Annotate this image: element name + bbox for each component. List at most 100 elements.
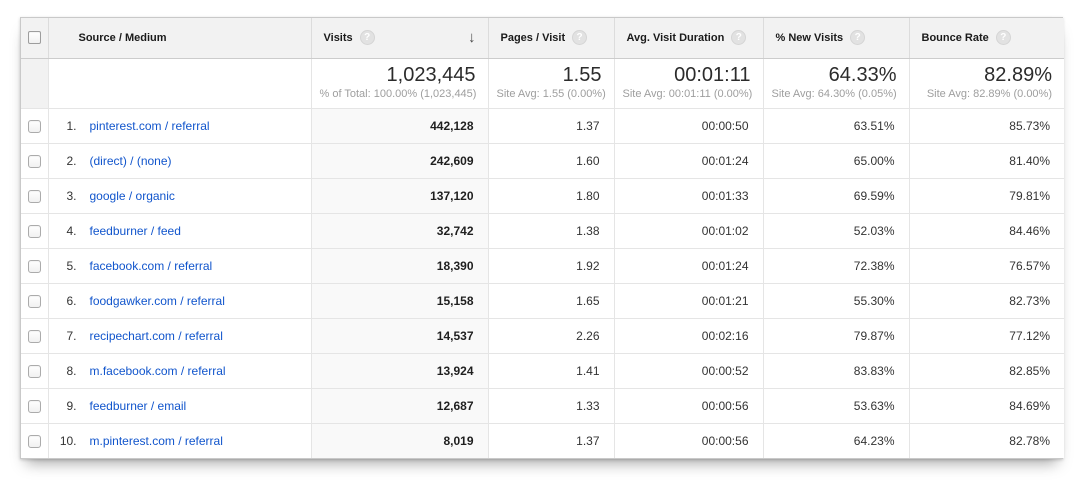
- source-medium-link[interactable]: facebook.com / referral: [89, 258, 213, 273]
- new-visits-cell: 69.59%: [762, 178, 909, 214]
- column-header-bounce-rate[interactable]: Bounce Rate ?: [908, 18, 1064, 59]
- source-medium-cell: 1. pinterest.com / referral: [47, 108, 311, 144]
- summary-pages-total: 1.55: [562, 63, 602, 86]
- analytics-report-table: Source / Medium Visits ? ↓ Pages / Visit…: [20, 17, 1064, 459]
- row-rank: 6.: [66, 293, 77, 308]
- visits-cell: 12,687: [310, 388, 488, 424]
- pages-visit-cell: 1.38: [487, 213, 614, 249]
- row-checkbox-cell: [21, 108, 48, 144]
- row-checkbox[interactable]: [27, 189, 41, 203]
- help-icon[interactable]: ?: [731, 30, 747, 46]
- column-header-visits[interactable]: Visits ? ↓: [310, 18, 488, 59]
- row-checkbox-cell: [21, 283, 48, 319]
- column-header-source-medium[interactable]: Source / Medium: [47, 18, 311, 59]
- table-row: 1. pinterest.com / referral 442,128 1.37 …: [21, 108, 1064, 144]
- row-rank: 7.: [66, 328, 77, 343]
- source-medium-link[interactable]: m.facebook.com / referral: [89, 363, 226, 378]
- avg-visit-duration-cell: 00:00:52: [613, 353, 763, 389]
- row-checkbox[interactable]: [27, 294, 41, 308]
- summary-new-visits-total: 64.33%: [828, 63, 897, 86]
- summary-duration-total: 00:01:11: [674, 63, 751, 86]
- table-row: 4. feedburner / feed 32,742 1.38 00:01:02…: [21, 213, 1064, 249]
- bounce-rate-cell: 84.46%: [908, 213, 1064, 249]
- visits-cell: 242,609: [310, 143, 488, 179]
- source-medium-link[interactable]: (direct) / (none): [89, 153, 172, 168]
- row-checkbox[interactable]: [27, 154, 41, 168]
- row-rank: 5.: [66, 258, 77, 273]
- help-icon[interactable]: ?: [359, 30, 375, 46]
- row-checkbox[interactable]: [27, 399, 41, 413]
- column-header-pages-visit[interactable]: Pages / Visit ?: [487, 18, 614, 59]
- pages-visit-cell: 1.37: [487, 423, 614, 458]
- row-rank: 10.: [59, 433, 77, 448]
- row-checkbox[interactable]: [27, 364, 41, 378]
- row-rank: 1.: [66, 118, 77, 133]
- table-row: 2. (direct) / (none) 242,609 1.60 00:01:2…: [21, 143, 1064, 179]
- row-checkbox-cell: [21, 143, 48, 179]
- column-label: Pages / Visit: [500, 31, 566, 44]
- summary-visits-cell: 1,023,445 % of Total: 100.00% (1,023,445…: [310, 58, 488, 109]
- row-checkbox[interactable]: [27, 259, 41, 273]
- source-medium-link[interactable]: google / organic: [89, 188, 175, 203]
- column-label: Bounce Rate: [921, 31, 989, 44]
- bounce-rate-cell: 79.81%: [908, 178, 1064, 214]
- help-icon[interactable]: ?: [995, 30, 1011, 46]
- source-medium-link[interactable]: foodgawker.com / referral: [89, 293, 225, 308]
- source-medium-link[interactable]: feedburner / feed: [89, 223, 181, 238]
- summary-pages-cell: 1.55 Site Avg: 1.55 (0.00%): [487, 58, 614, 109]
- new-visits-cell: 65.00%: [762, 143, 909, 179]
- row-checkbox-cell: [21, 318, 48, 354]
- sort-descending-icon[interactable]: ↓: [468, 29, 476, 47]
- bounce-rate-cell: 82.73%: [908, 283, 1064, 319]
- visits-cell: 14,537: [310, 318, 488, 354]
- row-checkbox[interactable]: [27, 119, 41, 133]
- source-medium-cell: 3. google / organic: [47, 178, 311, 214]
- source-medium-cell: 4. feedburner / feed: [47, 213, 311, 249]
- visits-cell: 442,128: [310, 108, 488, 144]
- summary-pages-subtext: Site Avg: 1.55 (0.00%): [496, 87, 606, 100]
- source-medium-cell: 2. (direct) / (none): [47, 143, 311, 179]
- new-visits-cell: 72.38%: [762, 248, 909, 284]
- summary-row: 1,023,445 % of Total: 100.00% (1,023,445…: [21, 58, 1064, 109]
- new-visits-cell: 52.03%: [762, 213, 909, 249]
- new-visits-cell: 55.30%: [762, 283, 909, 319]
- column-header-avg-visit-duration[interactable]: Avg. Visit Duration ?: [613, 18, 763, 59]
- row-checkbox[interactable]: [27, 224, 41, 238]
- source-medium-cell: 8. m.facebook.com / referral: [47, 353, 311, 389]
- table-row: 10. m.pinterest.com / referral 8,019 1.37…: [21, 423, 1064, 458]
- table-row: 8. m.facebook.com / referral 13,924 1.41 …: [21, 353, 1064, 389]
- table-row: 6. foodgawker.com / referral 15,158 1.65 …: [21, 283, 1064, 319]
- select-all-cell: [21, 18, 48, 59]
- visits-cell: 137,120: [310, 178, 488, 214]
- source-medium-cell: 6. foodgawker.com / referral: [47, 283, 311, 319]
- avg-visit-duration-cell: 00:00:56: [613, 388, 763, 424]
- pages-visit-cell: 1.33: [487, 388, 614, 424]
- select-all-checkbox[interactable]: [27, 31, 41, 45]
- pages-visit-cell: 1.60: [487, 143, 614, 179]
- table-row: 7. recipechart.com / referral 14,537 2.26…: [21, 318, 1064, 354]
- pages-visit-cell: 1.41: [487, 353, 614, 389]
- bounce-rate-cell: 77.12%: [908, 318, 1064, 354]
- summary-bounce-total: 82.89%: [984, 63, 1052, 86]
- new-visits-cell: 53.63%: [762, 388, 909, 424]
- help-icon[interactable]: ?: [850, 30, 866, 46]
- source-medium-cell: 7. recipechart.com / referral: [47, 318, 311, 354]
- summary-checkbox-cell: [21, 58, 48, 109]
- source-medium-link[interactable]: m.pinterest.com / referral: [89, 433, 223, 448]
- pages-visit-cell: 2.26: [487, 318, 614, 354]
- source-medium-link[interactable]: pinterest.com / referral: [89, 118, 210, 133]
- row-checkbox-cell: [21, 213, 48, 249]
- source-medium-link[interactable]: recipechart.com / referral: [89, 328, 223, 343]
- row-checkbox-cell: [21, 248, 48, 284]
- avg-visit-duration-cell: 00:00:50: [613, 108, 763, 144]
- help-icon[interactable]: ?: [572, 30, 588, 46]
- bounce-rate-cell: 82.78%: [908, 423, 1064, 458]
- bounce-rate-cell: 81.40%: [908, 143, 1064, 179]
- source-medium-link[interactable]: feedburner / email: [89, 398, 187, 413]
- column-header-new-visits[interactable]: % New Visits ?: [762, 18, 909, 59]
- bounce-rate-cell: 76.57%: [908, 248, 1064, 284]
- row-checkbox[interactable]: [27, 434, 41, 448]
- table-row: 9. feedburner / email 12,687 1.33 00:00:5…: [21, 388, 1064, 424]
- table-row: 5. facebook.com / referral 18,390 1.92 00…: [21, 248, 1064, 284]
- row-checkbox[interactable]: [27, 329, 41, 343]
